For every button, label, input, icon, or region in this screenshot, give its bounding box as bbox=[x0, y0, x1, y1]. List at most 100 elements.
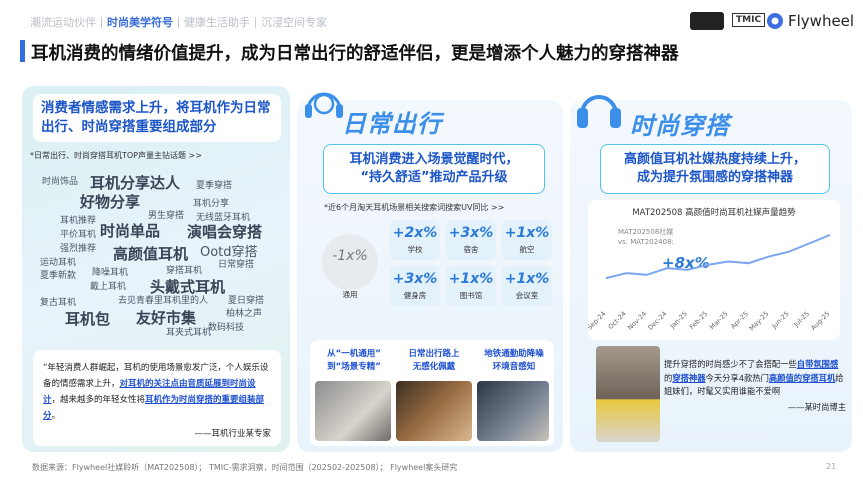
quote-source: ——某时尚博主 bbox=[787, 401, 846, 412]
left-note: *日常出行、时尚穿搭耳机TOP声量主钻话题 >> bbox=[30, 151, 202, 160]
scene-value: +1x% bbox=[504, 271, 550, 287]
callout-line: 高颜值耳机社媒热度持续上升， bbox=[623, 152, 806, 167]
quote-part: 耳机作为时尚穿搭的重要组装部分 bbox=[43, 395, 265, 421]
feature-line: 日常出行路上 bbox=[408, 349, 460, 359]
overall-value: -1x% bbox=[332, 248, 368, 264]
middle-note: *近6个月淘天耳机场景相关搜索词搜索UV同比 >> bbox=[324, 203, 505, 212]
scene-value: +1x% bbox=[504, 225, 550, 241]
slide-title: 耳机消费的情绪价值提升，成为日常出行的舒适伴侣，更是增添个人魅力的穿搭神器 bbox=[31, 44, 679, 64]
scene-cell: +3x% 宿舍 bbox=[446, 220, 496, 260]
left-heading: 消费者情感需求上升，将耳机作为日常出行、时尚穿搭重要组成部分 bbox=[33, 94, 281, 142]
cloud-word: 演唱会穿搭 bbox=[187, 223, 263, 241]
feature-text: 地铁通勤助降噪 环境音感知 bbox=[474, 348, 554, 374]
scene-cell: +3x% 健身房 bbox=[390, 266, 440, 306]
cloud-word: 夏季穿搭 bbox=[196, 181, 233, 191]
right-quote: 提升穿搭的时尚感少不了会搭配一些自带氛围感的穿搭神器今天分享4款热门高颜值的穿搭… bbox=[664, 358, 846, 414]
cloud-word: 耳机包 bbox=[65, 310, 111, 328]
quote-part: 穿搭神器 bbox=[672, 372, 706, 383]
cloud-word: 去见青春里耳机里的人 bbox=[118, 296, 209, 306]
cloud-word: 男生穿搭 bbox=[148, 211, 185, 221]
photo-commute bbox=[396, 381, 472, 441]
quote-part: 高颜值的穿搭耳机 bbox=[768, 372, 836, 383]
logo-tmic: TMIC bbox=[732, 13, 766, 27]
title-bar bbox=[20, 40, 25, 62]
feature-line: 到“场景专精” bbox=[327, 362, 381, 372]
scene-cell: +1x% 图书馆 bbox=[446, 266, 496, 306]
scene-cell: +1x% 会议室 bbox=[502, 266, 552, 306]
nav-item: 时尚美学符号 bbox=[101, 17, 178, 28]
nav-item: 潮流运动伙伴 bbox=[30, 16, 96, 29]
right-callout: 高颜值耳机社媒热度持续上升， 成为提升氛围感的穿搭神器 bbox=[600, 144, 830, 194]
cloud-word: 运动耳机 bbox=[40, 258, 77, 268]
quote-part: “年轻消费人群崛起，耳机的使用场景愈发广泛，个人娱乐设备的情感需求上升， bbox=[43, 363, 269, 389]
cloud-word: 强烈推荐 bbox=[60, 244, 97, 254]
cloud-word: 穿搭耳机 bbox=[166, 266, 203, 276]
feature-text: 日常出行路上 无感化佩戴 bbox=[394, 348, 474, 374]
cloud-word: Ootd穿搭 bbox=[200, 245, 258, 260]
scene-cell: +1x% 航空 bbox=[502, 220, 552, 260]
cloud-word: 柏林之声 bbox=[226, 309, 263, 319]
right-label: 时尚穿搭 bbox=[630, 112, 730, 140]
quote-part: 提升穿搭的时尚感少不了会搭配一些 bbox=[664, 359, 797, 369]
logo-mark bbox=[690, 12, 724, 30]
photo-luggage bbox=[315, 381, 391, 441]
chart-annotation: MAT202508社媒 bbox=[618, 227, 673, 236]
cloud-word: 数码科技 bbox=[208, 323, 245, 333]
scene-value: +2x% bbox=[392, 225, 438, 241]
cloud-word: 友好市集 bbox=[136, 309, 197, 327]
quote-source: ——耳机行业某专家 bbox=[194, 429, 271, 439]
cloud-word: 戴上耳机 bbox=[90, 282, 127, 292]
feature-line: 无感化佩戴 bbox=[412, 362, 456, 372]
trend-chart: MAT202508 高颜值时尚耳机社媒声量趋势 MAT202508社媒 vs. MA… bbox=[588, 200, 840, 340]
scene-value: +1x% bbox=[448, 271, 494, 287]
scene-value: +3x% bbox=[448, 225, 494, 241]
feature-line: 从“一机通用” bbox=[327, 349, 381, 359]
commute-icon bbox=[305, 92, 343, 118]
quote-part: ，越来越多的年轻女性将 bbox=[51, 395, 146, 405]
cloud-word: 时尚饰品 bbox=[42, 177, 79, 187]
left-quote: “年轻消费人群崛起，耳机的使用场景愈发广泛，个人娱乐设备的情感需求上升，对耳机的… bbox=[33, 350, 281, 446]
page-number: 21 bbox=[826, 462, 837, 471]
chart-annotation: vs. MAT202408: bbox=[618, 238, 674, 246]
logo-flywheel: Flywheel bbox=[788, 12, 855, 30]
cloud-word: 降噪耳机 bbox=[92, 268, 129, 278]
nav-item: 沉浸空间专家 bbox=[255, 17, 332, 28]
cloud-word: 耳机分享 bbox=[193, 199, 230, 209]
photo-subway bbox=[477, 381, 549, 441]
scene-label: 航空 bbox=[519, 245, 535, 254]
cloud-word: 复古耳机 bbox=[40, 298, 77, 308]
photo-blogger bbox=[596, 346, 660, 442]
overall-circle: -1x% bbox=[322, 234, 378, 290]
headphones-icon bbox=[577, 95, 621, 128]
middle-label: 日常出行 bbox=[342, 110, 442, 138]
feature-line: 地铁通勤助降噪 bbox=[484, 349, 544, 359]
cloud-word: 耳夹式耳机 bbox=[166, 328, 212, 338]
callout-line: 耳机消费进入场景觉醒时代， bbox=[349, 152, 519, 167]
scene-label: 学校 bbox=[407, 245, 423, 254]
quote-part: 的 bbox=[664, 372, 673, 383]
callout-line: 成为提升氛围感的穿搭神器 bbox=[636, 170, 793, 185]
middle-callout: 耳机消费进入场景觉醒时代， “持久舒适”推动产品升级 bbox=[323, 144, 545, 194]
cloud-word: 无线蓝牙耳机 bbox=[196, 213, 251, 223]
nav-item: 健康生活助手 bbox=[178, 17, 255, 28]
scene-label: 健身房 bbox=[403, 291, 427, 300]
quote-part: 今天分享4款热门 bbox=[705, 372, 769, 383]
scene-value: +3x% bbox=[392, 271, 438, 287]
cloud-word: 耳机推荐 bbox=[60, 216, 97, 226]
cloud-word: 夏日穿搭 bbox=[228, 296, 265, 306]
feature-text: 从“一机通用” 到“场景专精” bbox=[314, 348, 394, 374]
cloud-word: 夏季新款 bbox=[40, 271, 77, 281]
quote-part: 给姐妹们，时髦又实用谁能不爱啊 bbox=[664, 372, 844, 397]
cloud-word: 平价耳机 bbox=[60, 230, 97, 240]
overall-label: 通用 bbox=[342, 290, 358, 299]
scene-cell: +2x% 学校 bbox=[390, 220, 440, 260]
chart-title: MAT202508 高颜值时尚耳机社媒声量趋势 bbox=[632, 207, 796, 218]
trend-line bbox=[605, 234, 831, 280]
quote-part: 。 bbox=[51, 411, 61, 421]
quote-part: 自带氛围感 bbox=[796, 359, 839, 369]
logo-icon bbox=[767, 13, 783, 29]
nav-bar: 潮流运动伙伴 时尚美学符号 健康生活助手 沉浸空间专家 bbox=[30, 17, 332, 28]
cloud-word: 好物分享 bbox=[80, 193, 141, 211]
feature-line: 环境音感知 bbox=[492, 362, 536, 372]
